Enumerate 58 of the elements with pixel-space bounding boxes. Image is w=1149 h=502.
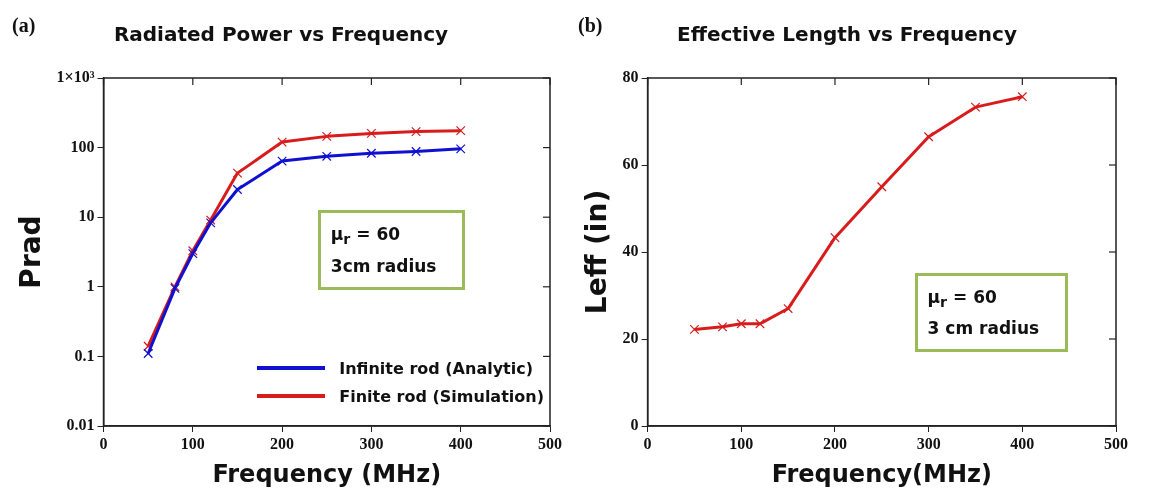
- x-tick-label: 200: [822, 434, 847, 452]
- point: [783, 303, 793, 314]
- point: [277, 137, 287, 147]
- annotation: μ$_{r}$ = 60: [927, 285, 998, 313]
- y-tick-label: 1: [86, 276, 95, 294]
- point: [1017, 91, 1028, 102]
- x-tick-label: 400: [448, 434, 473, 452]
- y-tick-label: 60: [622, 155, 639, 173]
- x-tick-label: 400: [1010, 434, 1035, 452]
- y-tick-label: 0: [630, 416, 639, 434]
- point: [411, 126, 421, 137]
- x-tick-label: 300: [916, 434, 941, 452]
- annotation: 3 cm radius: [927, 317, 1040, 341]
- point: [232, 184, 243, 195]
- x-tick-label: 500: [538, 434, 562, 452]
- point: [277, 156, 287, 166]
- y-tick-label: 0.1: [74, 346, 95, 364]
- legend-label: Finite rod (Simulation): [339, 386, 544, 406]
- y-axis-title: Leff (in): [580, 189, 614, 315]
- x-tick-label: 100: [180, 434, 205, 452]
- y-tick-label: 10: [78, 207, 95, 225]
- point: [366, 148, 377, 159]
- point: [736, 318, 747, 329]
- y-axis-title: Prad: [14, 215, 48, 289]
- point: [366, 128, 377, 139]
- text: (b): [578, 14, 603, 37]
- annotation: 3cm radius: [330, 254, 437, 278]
- y-tick-label: 0.01: [66, 416, 95, 434]
- legend-label: Infinite rod (Analytic): [339, 358, 534, 378]
- x-tick-label: 200: [270, 434, 295, 452]
- point: [232, 168, 243, 178]
- text: (a): [12, 14, 36, 37]
- x-axis-title: Frequency(MHz): [771, 459, 992, 488]
- point: [970, 102, 981, 112]
- x-tick-label: 500: [1104, 434, 1128, 452]
- x-tick-label: 100: [729, 434, 754, 452]
- x-axis-title: Frequency (MHz): [212, 459, 442, 488]
- y-tick-label: 20: [622, 329, 639, 347]
- point: [455, 143, 466, 154]
- point: [689, 324, 700, 335]
- point: [755, 318, 765, 329]
- point: [321, 131, 332, 142]
- point: [143, 348, 154, 359]
- point: [411, 146, 421, 157]
- y-tick-label: 80: [622, 68, 639, 86]
- point: [717, 321, 728, 332]
- chart-title: Radiated Power vs Frequency: [113, 22, 449, 47]
- x-tick-label: 300: [359, 434, 384, 452]
- y-tick-label: 100: [70, 137, 95, 155]
- chart-title: Effective Length vs Frequency: [677, 22, 1017, 47]
- annotation: μ$_{r}$ = 60: [330, 223, 402, 250]
- x-tick-label: 0: [643, 434, 652, 452]
- y-tick-label: 1×10³: [56, 68, 95, 86]
- y-tick-label: 40: [622, 242, 639, 260]
- point: [455, 125, 466, 136]
- point: [321, 151, 332, 162]
- x-tick-label: 0: [99, 434, 108, 452]
- point: [923, 131, 934, 142]
